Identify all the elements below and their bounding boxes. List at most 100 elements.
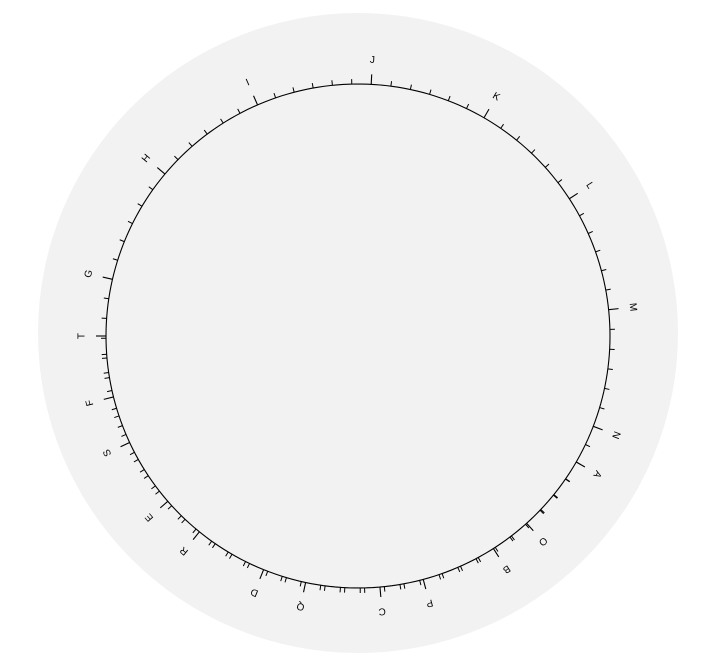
minor-tick xyxy=(509,536,514,542)
minor-tick xyxy=(203,129,208,135)
minor-tick xyxy=(292,87,295,93)
major-tick xyxy=(370,74,373,85)
dial-label-g: G xyxy=(83,269,96,279)
dial-label-m: M xyxy=(627,302,639,311)
minor-tick xyxy=(151,485,156,490)
minor-tick xyxy=(139,469,145,473)
minor-tick xyxy=(588,231,593,234)
major-tick xyxy=(253,95,259,106)
dial-label-l: L xyxy=(583,180,595,191)
minor-tick xyxy=(280,576,283,582)
major-tick xyxy=(259,569,265,580)
minor-tick xyxy=(119,239,125,243)
major-tick xyxy=(302,582,307,593)
minor-tick xyxy=(137,203,143,207)
minor-tick xyxy=(457,567,461,573)
minor-tick xyxy=(106,390,113,393)
minor-tick xyxy=(399,584,402,590)
dial-label-c: C xyxy=(378,605,386,617)
major-tick xyxy=(156,167,166,175)
major-tick xyxy=(593,425,603,431)
minor-tick xyxy=(607,368,613,371)
minor-tick xyxy=(460,566,463,571)
major-tick xyxy=(422,579,427,590)
minor-tick xyxy=(494,547,499,552)
minor-tick xyxy=(441,573,445,579)
minor-tick xyxy=(177,515,182,520)
dial-label-k: K xyxy=(490,91,502,104)
major-tick xyxy=(120,442,130,448)
minor-tick xyxy=(323,585,326,591)
major-tick xyxy=(192,531,200,540)
minor-tick xyxy=(155,490,160,495)
minor-tick xyxy=(500,123,504,129)
major-tick xyxy=(483,108,490,119)
minor-tick xyxy=(299,581,302,587)
minor-tick xyxy=(148,186,154,191)
minor-tick xyxy=(383,586,386,592)
minor-tick xyxy=(121,434,127,437)
dial-label-a: A xyxy=(590,468,603,480)
minor-tick xyxy=(103,372,109,374)
minor-tick xyxy=(220,118,224,124)
dial-label-q: Q xyxy=(295,600,305,612)
major-tick xyxy=(103,396,114,400)
minor-tick xyxy=(174,155,179,160)
minor-tick xyxy=(208,540,213,546)
dial-label-n: N xyxy=(609,430,622,441)
minor-tick xyxy=(447,95,451,101)
dial-label-j: J xyxy=(370,55,376,66)
minor-tick xyxy=(188,142,193,147)
dial-label-f: F xyxy=(84,398,96,407)
dial-label-b: B xyxy=(500,562,512,575)
minor-tick xyxy=(466,103,470,109)
minor-tick xyxy=(331,80,333,86)
tick-marks xyxy=(96,74,619,598)
minor-tick xyxy=(229,553,233,559)
minor-tick xyxy=(539,509,544,515)
minor-tick xyxy=(319,585,322,591)
minor-tick xyxy=(579,212,585,217)
minor-tick xyxy=(516,135,521,141)
minor-tick xyxy=(585,444,591,448)
major-tick xyxy=(569,192,579,200)
dial-arc xyxy=(105,83,611,589)
minor-tick xyxy=(557,179,563,183)
minor-tick xyxy=(112,258,118,261)
minor-tick xyxy=(104,377,110,379)
minor-tick xyxy=(129,451,135,456)
dial-label-d: D xyxy=(249,585,260,598)
minor-tick xyxy=(565,478,571,482)
major-tick xyxy=(159,500,169,509)
minor-tick xyxy=(511,535,515,541)
dial-label-i: I xyxy=(244,77,251,88)
minor-tick xyxy=(284,577,287,583)
dial-label-s: S xyxy=(101,447,114,458)
minor-tick xyxy=(390,81,393,87)
minor-tick xyxy=(192,528,197,534)
minor-tick xyxy=(477,557,482,563)
dial-label-t: T xyxy=(77,333,88,339)
minor-tick xyxy=(117,425,123,428)
major-tick xyxy=(608,308,619,311)
minor-tick xyxy=(595,249,601,253)
minor-tick xyxy=(438,574,442,580)
minor-tick xyxy=(604,387,610,390)
minor-tick xyxy=(212,543,216,549)
minor-tick xyxy=(419,580,422,586)
minor-tick xyxy=(409,84,412,90)
minor-tick xyxy=(111,407,117,411)
major-tick xyxy=(102,276,113,280)
minor-tick xyxy=(265,571,269,577)
minor-tick xyxy=(605,288,611,291)
minor-tick xyxy=(429,89,432,95)
minor-tick xyxy=(553,494,558,499)
minor-tick xyxy=(601,268,607,272)
minor-tick xyxy=(540,509,545,514)
minor-tick xyxy=(475,558,479,564)
minor-tick xyxy=(599,407,605,410)
minor-tick xyxy=(575,461,581,465)
minor-tick xyxy=(273,92,277,99)
